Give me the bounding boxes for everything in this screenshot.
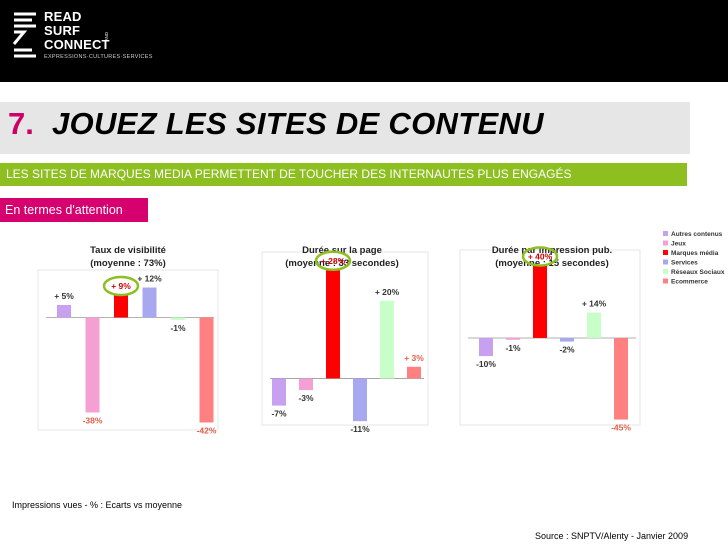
- brand-line-1: READ: [44, 9, 82, 24]
- legend-label-2: Jeux: [671, 241, 686, 248]
- chart-1-label-5: -1%: [170, 323, 186, 333]
- chart-1-bar-6: [199, 317, 214, 423]
- chart-2-label-6: + 3%: [404, 353, 424, 363]
- chart-1-label-1: + 5%: [54, 291, 74, 301]
- chart-1-bar-1: [57, 305, 71, 318]
- legend-swatch-3: [663, 250, 668, 255]
- brand-line-2: SURF: [44, 23, 81, 38]
- page-title: JOUEZ LES SITES DE CONTENU: [52, 106, 544, 141]
- legend-swatch-5: [663, 269, 668, 274]
- chart-1-bar-3: [114, 295, 128, 318]
- chart-2-title: Durée sur la page: [302, 245, 382, 256]
- chart-2-frame: [261, 251, 429, 426]
- chart-3-label-2: -1%: [505, 343, 521, 353]
- chart-2-bar-1: [272, 378, 286, 406]
- chart-1-bar-5: [171, 317, 185, 320]
- chart-2-label-1: -7%: [271, 409, 287, 419]
- chart-1-bar-2: [85, 317, 100, 413]
- chart-1-label-3: + 9%: [111, 281, 131, 291]
- chart-1-label-4: + 12%: [137, 274, 162, 284]
- chart-3-label-1: -10%: [476, 359, 496, 369]
- chart-3-bar-3: [533, 265, 547, 338]
- legend-label-1: Autres contenus: [671, 231, 723, 238]
- legend-label-4: Services: [671, 260, 698, 267]
- chart-1-subtitle: (moyenne : 73%): [90, 258, 166, 269]
- chart-3-highlight-circle: [521, 246, 559, 267]
- chart-3-label-6: -45%: [611, 423, 631, 433]
- chart-3-label-4: -2%: [559, 345, 575, 355]
- title-number: 7.: [8, 106, 34, 141]
- brand-line-3: CONNECT: [44, 37, 110, 52]
- title-background: [0, 102, 690, 154]
- chart-2-bar-6: [407, 366, 421, 379]
- chart-2-bar-2: [299, 378, 313, 391]
- chart-1-title: Taux de visibilité: [90, 245, 166, 256]
- chart-3-frame: [459, 249, 641, 426]
- chart-3-label-5: + 14%: [582, 299, 607, 309]
- brand-tagline: EXPRESSIONS·CULTURES·SERVICES: [44, 54, 153, 60]
- chart-2-label-5: + 20%: [375, 287, 400, 297]
- chart-3-bar-6: [614, 337, 628, 420]
- chart-3-bar-2: [506, 337, 520, 340]
- legend-swatch-1: [663, 231, 668, 236]
- legend-swatch-6: [663, 278, 668, 284]
- chart-3-bar-4: [560, 337, 574, 342]
- chart-2-bar-3: [326, 269, 340, 379]
- chart-1-label-2: -38%: [83, 416, 103, 426]
- chart-2-bar-5: [380, 300, 394, 379]
- chart-1-frame: [37, 269, 219, 431]
- chart-2-label-2: -3%: [298, 393, 314, 403]
- chart-3-label-3: + 40%: [528, 251, 553, 261]
- legend-label-3: Marques média: [671, 250, 719, 257]
- chart-1-bar-4: [142, 287, 157, 318]
- chart-1-highlight-circle: [102, 275, 140, 297]
- chart-3-bar-5: [587, 312, 601, 338]
- footnote: Impressions vues - % : Ecarts vs moyenne: [12, 500, 183, 510]
- chart-1-label-6: -42%: [197, 426, 217, 436]
- section-label: En termes d'attention: [0, 198, 148, 222]
- chart-2-bar-4: [353, 378, 367, 422]
- header-bar: READ SURF CONNECT AND EXPRESSIONS·CULTUR…: [0, 0, 728, 82]
- legend-label-6: Ecommerce: [671, 279, 708, 286]
- brand-logo-icon: [12, 12, 36, 58]
- chart-2-highlight-circle: [314, 250, 352, 272]
- legend-label-5: Réseaux Sociaux: [671, 269, 725, 276]
- chart-2-label-3: + 28%: [321, 256, 346, 266]
- legend-swatch-2: [663, 240, 668, 246]
- legend-swatch-4: [663, 259, 668, 265]
- chart-2-subtitle: (moyenne : 33 secondes): [285, 258, 399, 269]
- chart-3-bar-1: [479, 337, 493, 357]
- subtitle-banner: LES SITES DE MARQUES MEDIA PERMETTENT DE…: [0, 163, 687, 186]
- source-note: Source : SNPTV/Alenty - Janvier 2009: [535, 531, 689, 541]
- chart-2-label-4: -11%: [350, 424, 370, 434]
